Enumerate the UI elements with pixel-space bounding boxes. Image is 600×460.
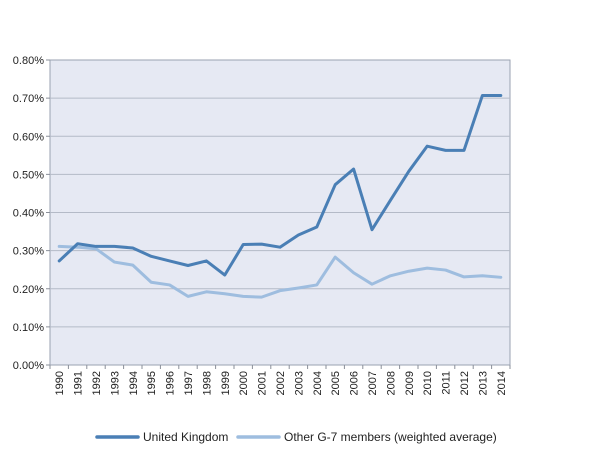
y-tick-label: 0.40% xyxy=(13,208,44,220)
y-tick-label: 0.10% xyxy=(13,322,44,334)
legend-label-other-g7: Other G-7 members (weighted average) xyxy=(284,430,497,444)
legend: United Kingdom Other G-7 members (weight… xyxy=(95,430,497,444)
y-tick-label: 0.80% xyxy=(13,55,44,67)
y-tick-label: 0.50% xyxy=(13,169,44,181)
x-tick-label: 1992 xyxy=(91,371,103,395)
series-line-united-kingdom xyxy=(57,93,503,277)
x-tick-label: 1991 xyxy=(73,371,85,395)
x-tick-label: 2003 xyxy=(293,371,305,395)
series-lines xyxy=(57,93,503,299)
x-tick-label: 2000 xyxy=(238,371,250,395)
gridlines xyxy=(50,97,510,328)
x-tick-label: 2012 xyxy=(459,371,471,395)
x-tick-label: 1998 xyxy=(201,371,213,395)
x-tick-label: 1990 xyxy=(54,371,66,395)
x-tick-label: 1994 xyxy=(128,371,140,395)
x-tick-label: 2014 xyxy=(496,371,508,395)
x-tick-label: 2001 xyxy=(257,371,269,395)
x-tick-label: 1993 xyxy=(109,371,121,395)
x-axis: 1990 1991 1992 1993 1994 1995 1996 1997 1998 1999… xyxy=(49,365,511,395)
x-tick-label: 2006 xyxy=(349,371,361,395)
y-axis: 0.00% 0.10% 0.20% 0.30% 0.40% 0.50% 0.60% 0.70%… xyxy=(13,55,50,372)
x-tick-label: 2008 xyxy=(385,371,397,395)
x-tick-label: 1996 xyxy=(165,371,177,395)
y-tick-label: 0.20% xyxy=(13,284,44,296)
y-tick-label: 0.00% xyxy=(13,360,44,372)
x-tick-label: 1997 xyxy=(183,371,195,395)
y-tick-label: 0.70% xyxy=(13,93,44,105)
series-line-other-g7 xyxy=(57,244,503,299)
x-tick-label: 2004 xyxy=(312,371,324,395)
x-tick-label: 2010 xyxy=(422,371,434,395)
y-tick-label: 0.30% xyxy=(13,246,44,258)
x-tick-label: 2009 xyxy=(404,371,416,395)
y-tick-label: 0.60% xyxy=(13,131,44,143)
legend-label-united-kingdom: United Kingdom xyxy=(143,430,228,444)
x-tick-label: 2007 xyxy=(367,371,379,395)
x-tick-label: 2005 xyxy=(330,371,342,395)
x-tick-label: 2013 xyxy=(477,371,489,395)
x-tick-label: 1999 xyxy=(220,371,232,395)
x-tick-label: 2011 xyxy=(441,371,453,395)
x-tick-label: 1995 xyxy=(146,371,158,395)
x-tick-label: 2002 xyxy=(275,371,287,395)
